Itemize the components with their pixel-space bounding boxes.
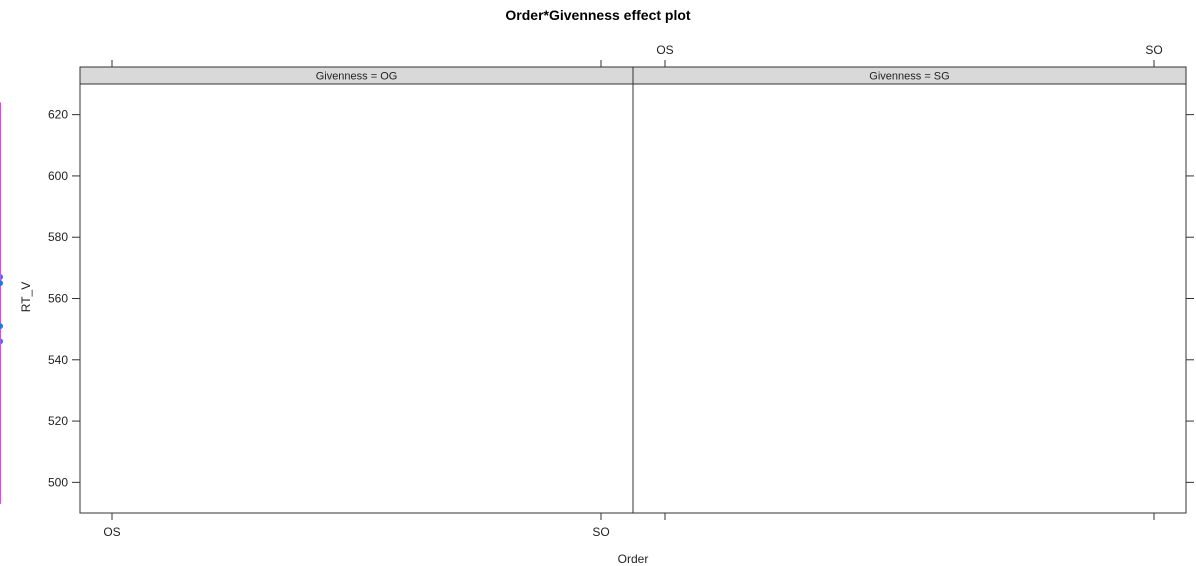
y-axis-label: RT_V [19, 282, 33, 312]
panel-frame [79, 66, 634, 514]
data-point [0, 323, 3, 330]
y-tick-label: 620 [48, 108, 68, 122]
y-tick-label: 520 [48, 414, 68, 428]
chart-title: Order*Givenness effect plot [505, 7, 691, 23]
y-tick-label: 560 [48, 292, 68, 306]
panel-strip [632, 66, 1187, 85]
x-axis-label: Order [618, 552, 649, 566]
y-tick-label: 600 [48, 169, 68, 183]
y-tick-label: 500 [48, 475, 68, 489]
data-point [0, 280, 3, 287]
axes-layer: Givenness = OG Givenness = SG 500 520 540 560… [48, 43, 1194, 539]
marks-layer [0, 102, 3, 504]
y-tick-label: 580 [48, 230, 68, 244]
x-tick-label-top: OS [656, 43, 673, 57]
panel-strip-label: Givenness = OG [316, 71, 398, 83]
panel-strip-label: Givenness = SG [869, 71, 949, 83]
x-tick-label: OS [103, 525, 120, 539]
panel-frame [632, 66, 1187, 514]
x-tick-label-top: SO [1145, 43, 1162, 57]
x-tick-label: SO [592, 525, 609, 539]
y-tick-label: 540 [48, 353, 68, 367]
